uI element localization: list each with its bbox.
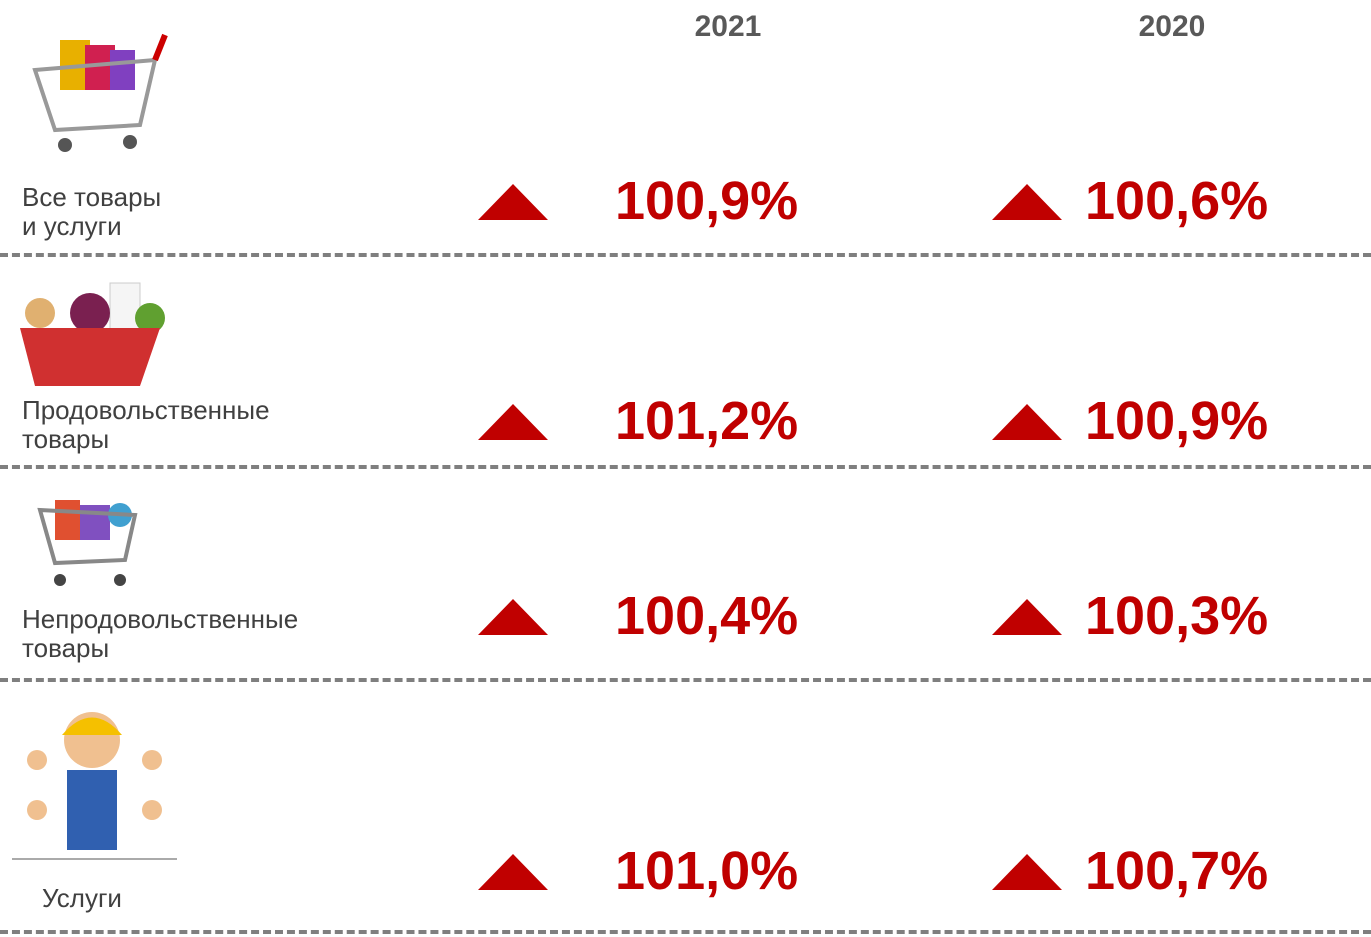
row-label-line: товары <box>22 634 298 663</box>
row-value: 100,4% <box>615 585 798 647</box>
column-header: 2021 <box>628 10 828 44</box>
up-arrow <box>992 404 1062 440</box>
row-label: Услуги <box>42 884 122 913</box>
row-label-line: Услуги <box>42 884 122 913</box>
worker-icon <box>12 700 177 860</box>
row-value: 100,9% <box>615 170 798 232</box>
row-value: 100,6% <box>1085 170 1268 232</box>
up-arrow <box>992 854 1062 890</box>
row-label-line: Продовольственные <box>22 396 270 425</box>
row-label-line: Все товары <box>22 183 161 212</box>
row-separator <box>0 678 1371 682</box>
cart-icon <box>30 30 170 160</box>
goods-cart-icon <box>35 485 145 595</box>
food-basket-icon <box>10 278 175 390</box>
row-value: 100,9% <box>1085 390 1268 452</box>
row-separator <box>0 253 1371 257</box>
row-value: 100,7% <box>1085 840 1268 902</box>
up-arrow <box>478 404 548 440</box>
up-arrow <box>478 184 548 220</box>
up-arrow <box>992 184 1062 220</box>
column-header: 2020 <box>1072 10 1272 44</box>
row-value: 101,2% <box>615 390 798 452</box>
row-value: 101,0% <box>615 840 798 902</box>
page: 2021 2020 Все товарыи услуги 100,9% 100,6% Пр… <box>0 0 1371 937</box>
row-value: 100,3% <box>1085 585 1268 647</box>
row-label-line: Непродовольственные <box>22 605 298 634</box>
row-separator <box>0 465 1371 469</box>
row-label-line: и услуги <box>22 212 161 241</box>
up-arrow <box>478 599 548 635</box>
up-arrow <box>992 599 1062 635</box>
up-arrow <box>478 854 548 890</box>
row-label-line: товары <box>22 425 270 454</box>
row-separator <box>0 930 1371 934</box>
